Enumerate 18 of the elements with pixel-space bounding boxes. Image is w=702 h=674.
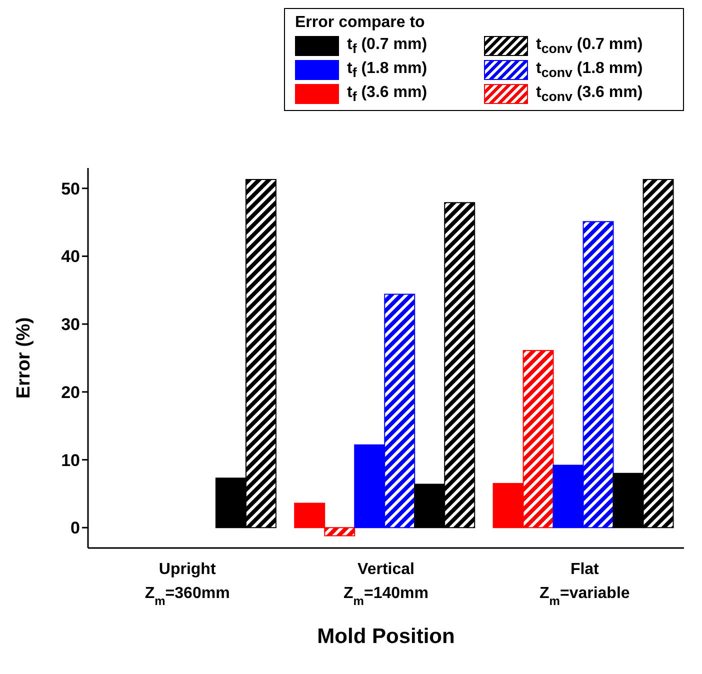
x-tick-label: Vertical Z$_{m}$=140mm — [344, 561, 428, 608]
x-tick-label: Upright Z$_{m}$=360mm — [144, 561, 230, 608]
legend-label: t$_{f}$ (0.7 mm) — [347, 36, 428, 56]
category-label: Flat Z$_{m}$=variable — [540, 561, 630, 608]
legend-label: t$_{f}$ (3.6 mm) — [347, 84, 428, 105]
y-tick-label: 20 — [61, 382, 80, 402]
legend-label: t$_{conv}$ (1.8 mm) — [536, 60, 643, 80]
legend-label: t$_{f}$ (1.8 mm) — [347, 60, 428, 80]
y-tick-label: 30 — [61, 315, 80, 334]
y-axis-title: Error (%) — [14, 317, 35, 399]
y-tick-label: 50 — [61, 179, 80, 198]
y-tick-label: 0 — [70, 518, 80, 538]
y-tick-label: 10 — [61, 450, 80, 470]
x-axis-title: Mold Position — [317, 625, 455, 648]
legend-title: Error compare to — [295, 14, 426, 32]
y-tick-label: 40 — [61, 247, 80, 266]
legend-label: t$_{conv}$ (0.7 mm) — [536, 36, 643, 56]
legend-label: t$_{conv}$ (3.6 mm) — [536, 84, 643, 105]
